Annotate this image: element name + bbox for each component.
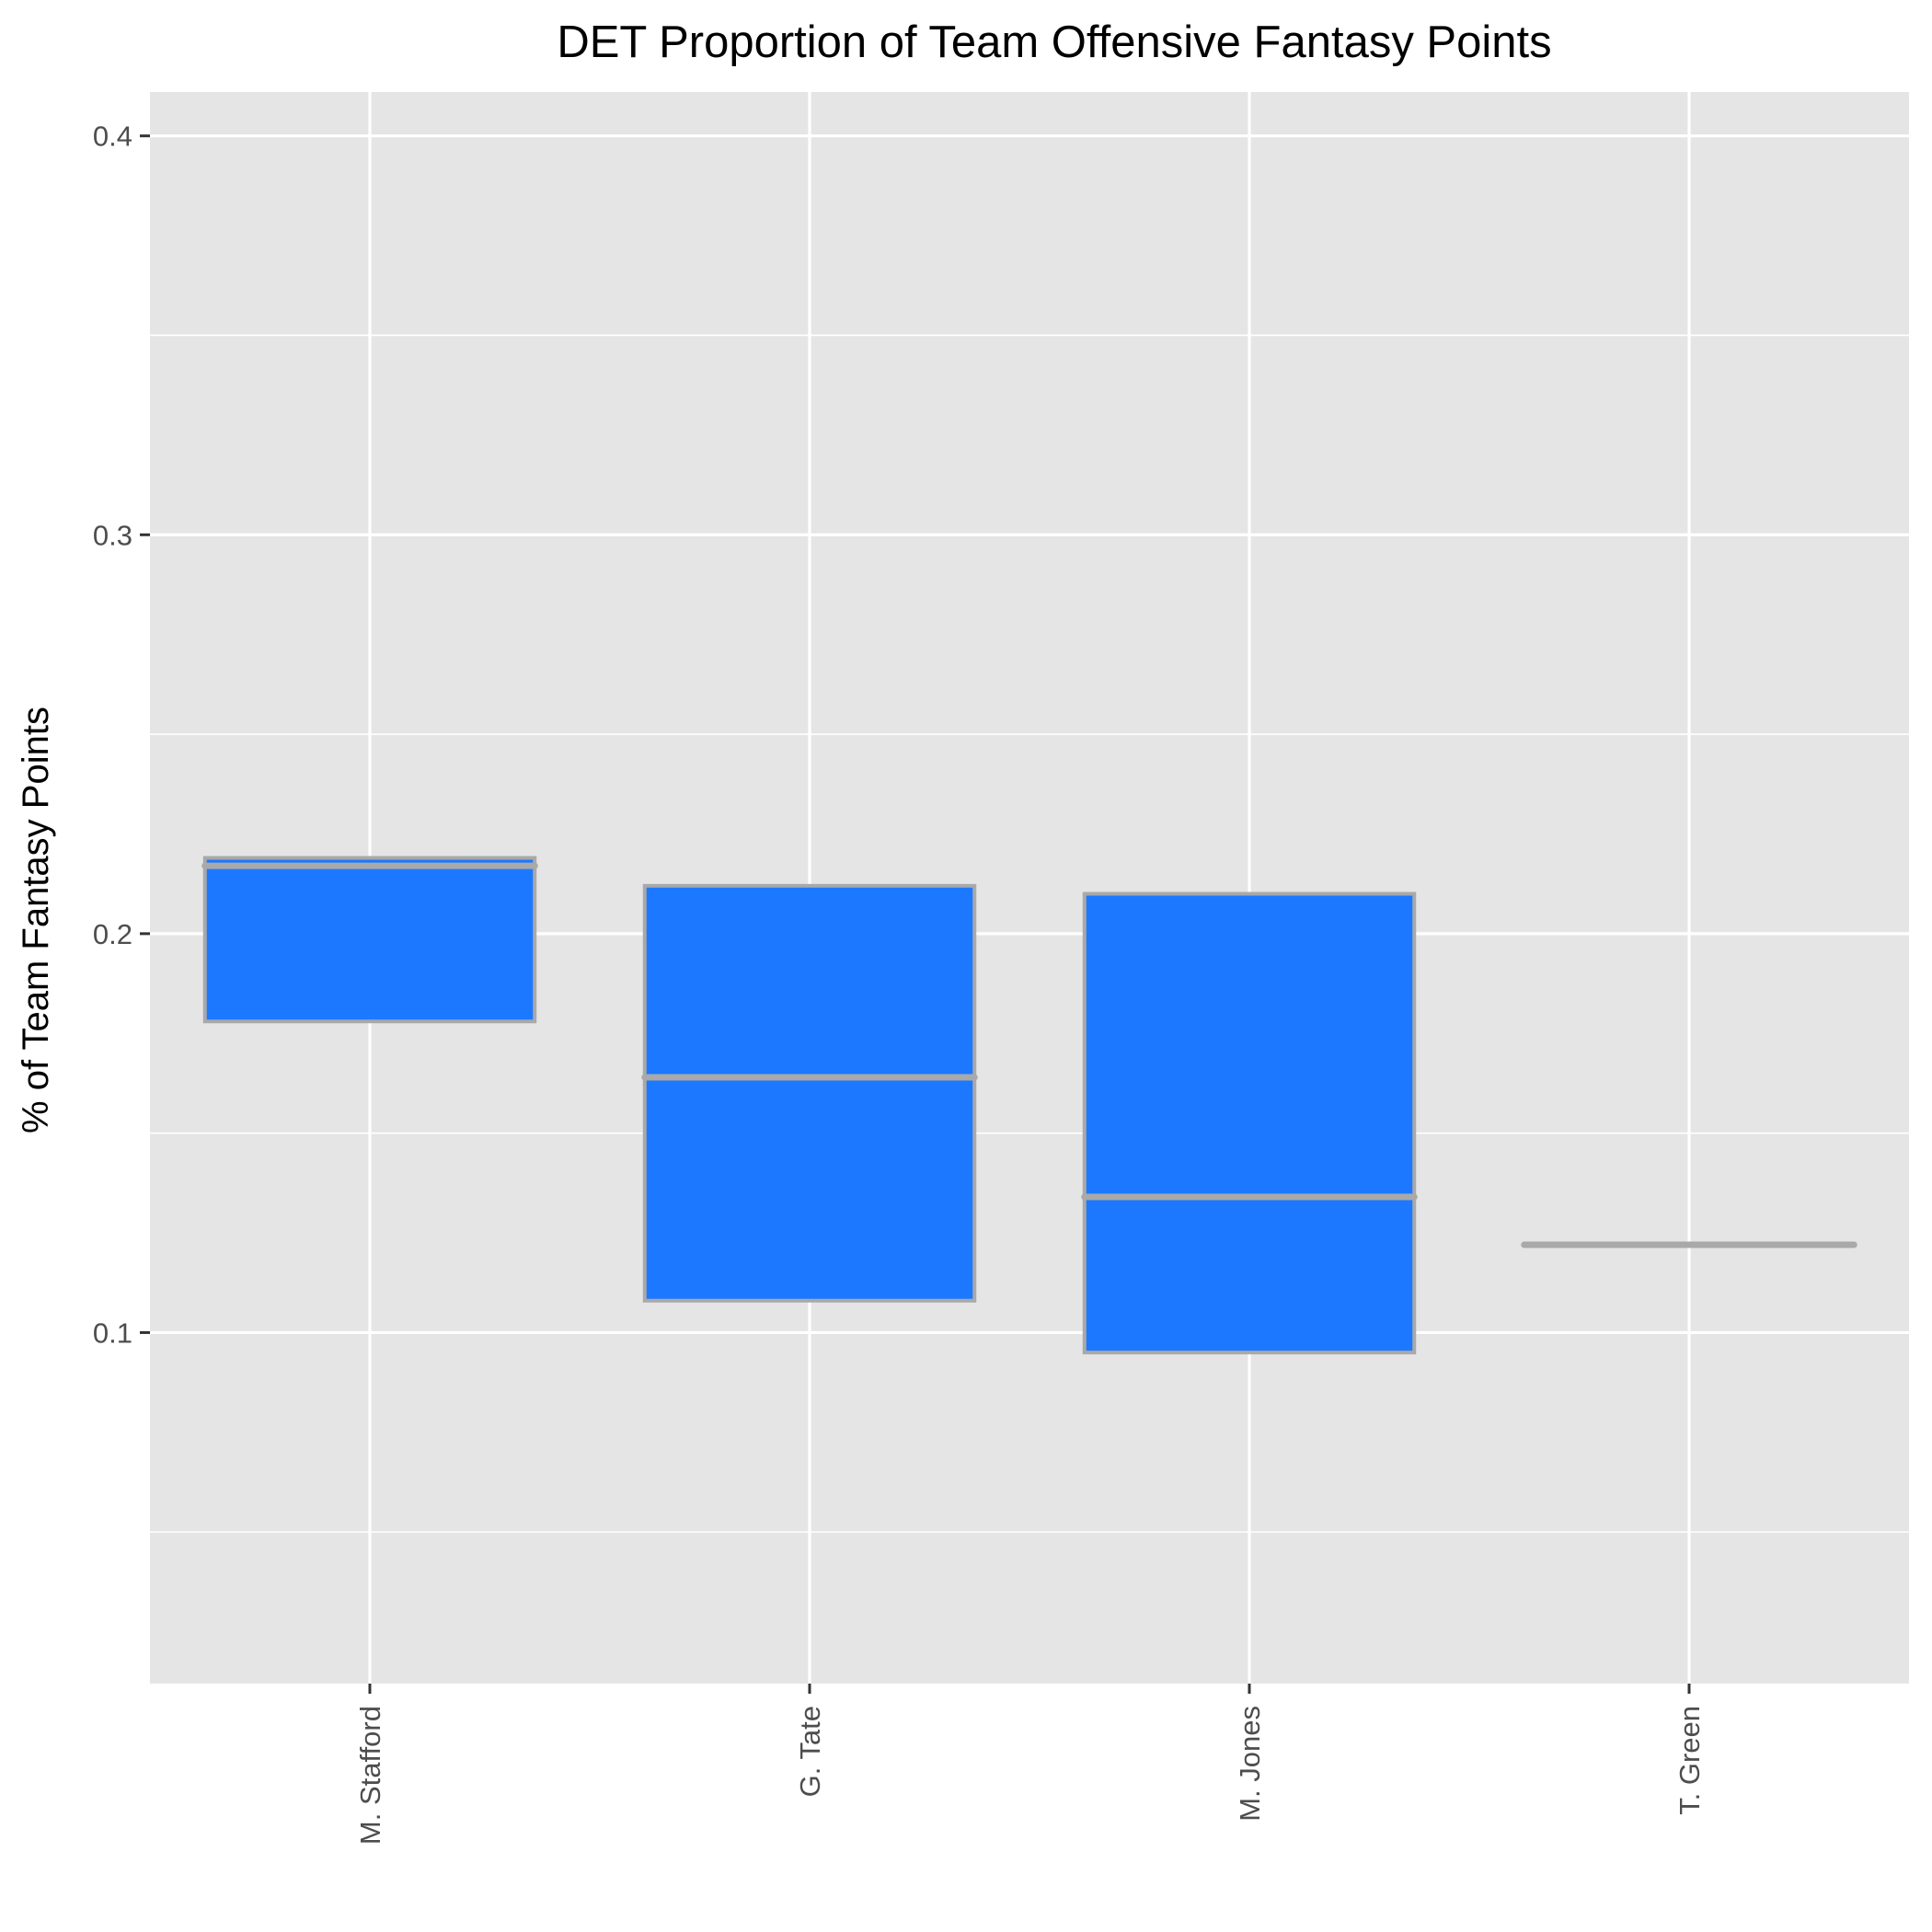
x-tick-label: M. Jones xyxy=(1234,1706,1266,1822)
box-1 xyxy=(202,856,537,1024)
x-tick-label: T. Green xyxy=(1673,1706,1706,1815)
y-tick-label: 0.3 xyxy=(93,519,132,551)
y-tick-label: 0.2 xyxy=(93,918,132,950)
y-axis-label: % of Team Fantasy Points xyxy=(16,707,56,1133)
y-tick-label: 0.4 xyxy=(93,121,132,153)
x-tick-label: G. Tate xyxy=(794,1706,826,1797)
plot-area: 0.1 0.2 0.3 0.4 M. Stafford G. Tate M. Jones T.… xyxy=(93,92,1909,1845)
chart-title: DET Proportion of Team Offensive Fantasy… xyxy=(557,17,1551,67)
x-tick-label: M. Stafford xyxy=(354,1706,386,1845)
y-tick-label: 0.1 xyxy=(93,1317,132,1349)
box-2 xyxy=(642,883,977,1303)
box-3 xyxy=(1082,891,1417,1355)
